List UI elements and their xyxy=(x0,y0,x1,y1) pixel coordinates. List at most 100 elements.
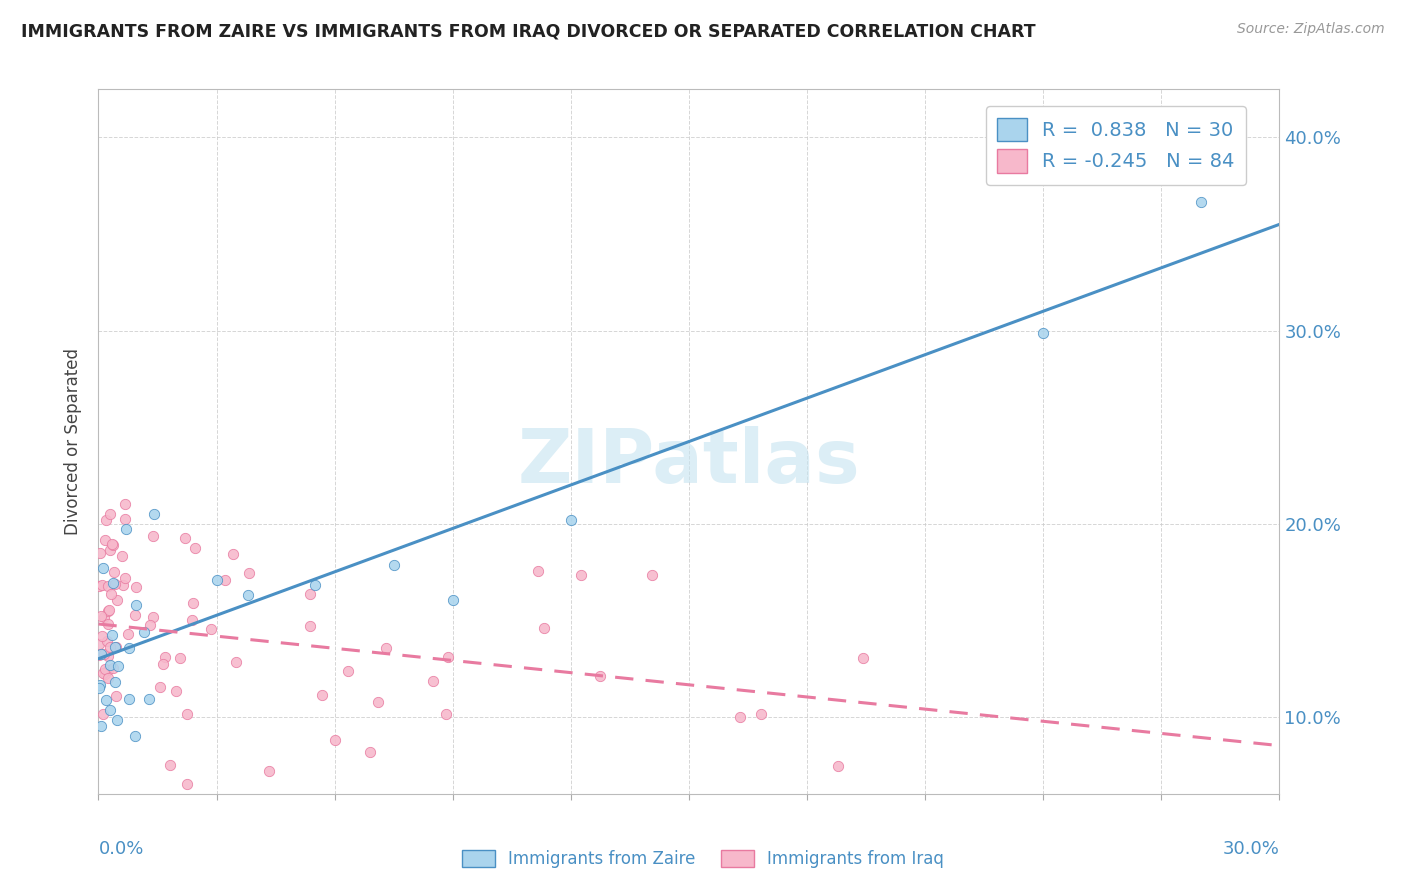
Point xyxy=(118,691,141,706)
Point xyxy=(124,608,146,623)
Point xyxy=(104,674,127,689)
Point xyxy=(93,610,115,624)
Point xyxy=(299,618,322,632)
Point xyxy=(382,558,405,572)
Point xyxy=(96,663,118,677)
Point xyxy=(91,706,114,721)
Point xyxy=(152,657,174,671)
Legend: Immigrants from Zaire, Immigrants from Iraq: Immigrants from Zaire, Immigrants from I… xyxy=(456,843,950,875)
Point xyxy=(91,666,114,681)
Point xyxy=(94,533,117,547)
Point xyxy=(205,573,228,587)
Point xyxy=(336,665,359,679)
Point xyxy=(97,616,120,631)
Point xyxy=(87,637,110,651)
Point xyxy=(87,681,110,695)
Point xyxy=(117,626,139,640)
Point xyxy=(311,688,333,702)
Point xyxy=(139,617,162,632)
Point xyxy=(94,667,117,681)
Point xyxy=(142,610,165,624)
Text: 0.0%: 0.0% xyxy=(98,839,143,858)
Point xyxy=(222,547,245,561)
Point xyxy=(93,647,115,661)
Point xyxy=(104,577,127,591)
Point xyxy=(304,577,326,591)
Text: ZIPatlas: ZIPatlas xyxy=(517,426,860,500)
Point xyxy=(94,693,117,707)
Point xyxy=(149,680,172,694)
Point xyxy=(124,729,146,743)
Point xyxy=(89,546,111,560)
Point xyxy=(589,668,612,682)
Point xyxy=(298,587,321,601)
Point xyxy=(105,713,128,727)
Point xyxy=(238,566,260,581)
Point xyxy=(441,592,464,607)
Point xyxy=(434,707,457,722)
Point xyxy=(98,658,121,673)
Point xyxy=(105,690,128,704)
Text: 30.0%: 30.0% xyxy=(1223,839,1279,858)
Point xyxy=(100,587,122,601)
Point xyxy=(138,692,160,706)
Point xyxy=(159,758,181,772)
Point xyxy=(132,625,155,640)
Point xyxy=(118,641,141,656)
Point xyxy=(176,777,198,791)
Point xyxy=(1032,326,1054,341)
Point xyxy=(225,655,247,669)
Point xyxy=(184,541,207,556)
Point xyxy=(98,543,121,558)
Point xyxy=(101,538,124,552)
Point xyxy=(90,609,112,624)
Point xyxy=(101,661,124,675)
Point xyxy=(90,629,112,643)
Point xyxy=(181,596,204,610)
Point xyxy=(827,759,849,773)
Y-axis label: Divorced or Separated: Divorced or Separated xyxy=(65,348,83,535)
Point xyxy=(98,703,121,717)
Point xyxy=(560,513,582,527)
Point xyxy=(87,648,110,662)
Point xyxy=(527,564,550,578)
Text: IMMIGRANTS FROM ZAIRE VS IMMIGRANTS FROM IRAQ DIVORCED OR SEPARATED CORRELATION : IMMIGRANTS FROM ZAIRE VS IMMIGRANTS FROM… xyxy=(21,22,1036,40)
Point xyxy=(569,568,592,582)
Point xyxy=(93,662,115,676)
Point xyxy=(89,677,111,691)
Point xyxy=(728,710,751,724)
Point xyxy=(110,549,132,564)
Point xyxy=(169,651,191,665)
Point xyxy=(114,571,136,585)
Point xyxy=(174,531,197,545)
Point xyxy=(98,603,121,617)
Point xyxy=(91,561,114,575)
Point xyxy=(437,650,460,665)
Point xyxy=(97,671,120,685)
Point xyxy=(104,640,127,654)
Point xyxy=(323,733,346,747)
Point xyxy=(103,565,125,579)
Point xyxy=(749,706,772,721)
Point xyxy=(90,719,112,733)
Point xyxy=(367,695,389,709)
Point xyxy=(100,640,122,655)
Point xyxy=(200,623,222,637)
Point xyxy=(97,649,120,664)
Point xyxy=(105,640,128,654)
Point xyxy=(142,528,165,542)
Point xyxy=(114,512,136,526)
Point xyxy=(101,628,124,642)
Point xyxy=(107,658,129,673)
Point xyxy=(641,568,664,582)
Point xyxy=(105,593,128,607)
Point xyxy=(91,578,114,592)
Point xyxy=(96,513,118,527)
Point xyxy=(101,575,124,590)
Point xyxy=(115,522,138,536)
Point xyxy=(533,621,555,635)
Point xyxy=(852,651,875,665)
Legend: R =  0.838   N = 30, R = -0.245   N = 84: R = 0.838 N = 30, R = -0.245 N = 84 xyxy=(986,106,1246,185)
Point xyxy=(125,580,148,594)
Point xyxy=(359,745,381,759)
